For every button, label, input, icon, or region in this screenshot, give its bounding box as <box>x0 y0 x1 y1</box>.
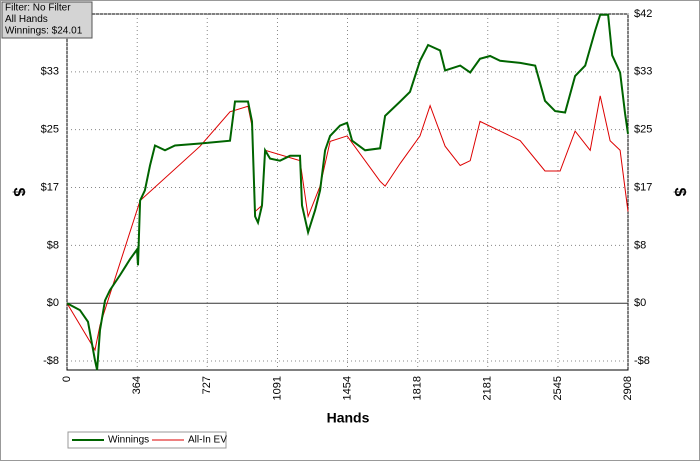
info-text: All Hands <box>5 14 48 25</box>
info-text: Winnings: $24.01 <box>5 26 83 37</box>
y-tick-label: $33 <box>41 66 59 78</box>
plot-area <box>66 13 629 371</box>
x-tick-label: 1454 <box>341 376 353 400</box>
y2-tick-label: $0 <box>634 297 646 309</box>
legend <box>67 431 227 449</box>
x-tick-label: 2181 <box>482 376 494 400</box>
x-tick-label: 727 <box>201 376 213 394</box>
line <box>66 95 629 352</box>
y2-tick-label: $33 <box>634 66 652 78</box>
legend-label: All-In EV <box>188 435 227 446</box>
x-tick-label: 2908 <box>622 376 634 400</box>
x-axis-label: Hands <box>327 410 370 426</box>
x-tick-label: 1818 <box>412 376 424 400</box>
y-tick-label: -$8 <box>43 355 59 367</box>
y-tick-label: $25 <box>41 124 59 136</box>
line <box>66 13 629 371</box>
info-text: Filter: No Filter <box>5 3 71 14</box>
y2-tick-label: $8 <box>634 239 646 251</box>
y-tick-label: $8 <box>47 239 59 251</box>
y-tick-label: $17 <box>41 181 59 193</box>
x-tick-label: 1091 <box>271 376 283 400</box>
y2-tick-label: $42 <box>634 8 652 20</box>
y2-tick-label: $17 <box>634 181 652 193</box>
y2-tick-label: $25 <box>634 124 652 136</box>
y-tick-label: $0 <box>47 297 59 309</box>
y2-axis-label: $ <box>671 188 688 197</box>
info-box <box>1 1 93 39</box>
x-tick-label: 2545 <box>552 376 564 400</box>
y-axis-label: $ <box>10 188 27 197</box>
x-tick-label: 0 <box>61 376 73 382</box>
x-tick-label: 364 <box>131 376 143 394</box>
y2-tick-label: -$8 <box>634 355 650 367</box>
legend-label: Winnings <box>108 435 149 446</box>
